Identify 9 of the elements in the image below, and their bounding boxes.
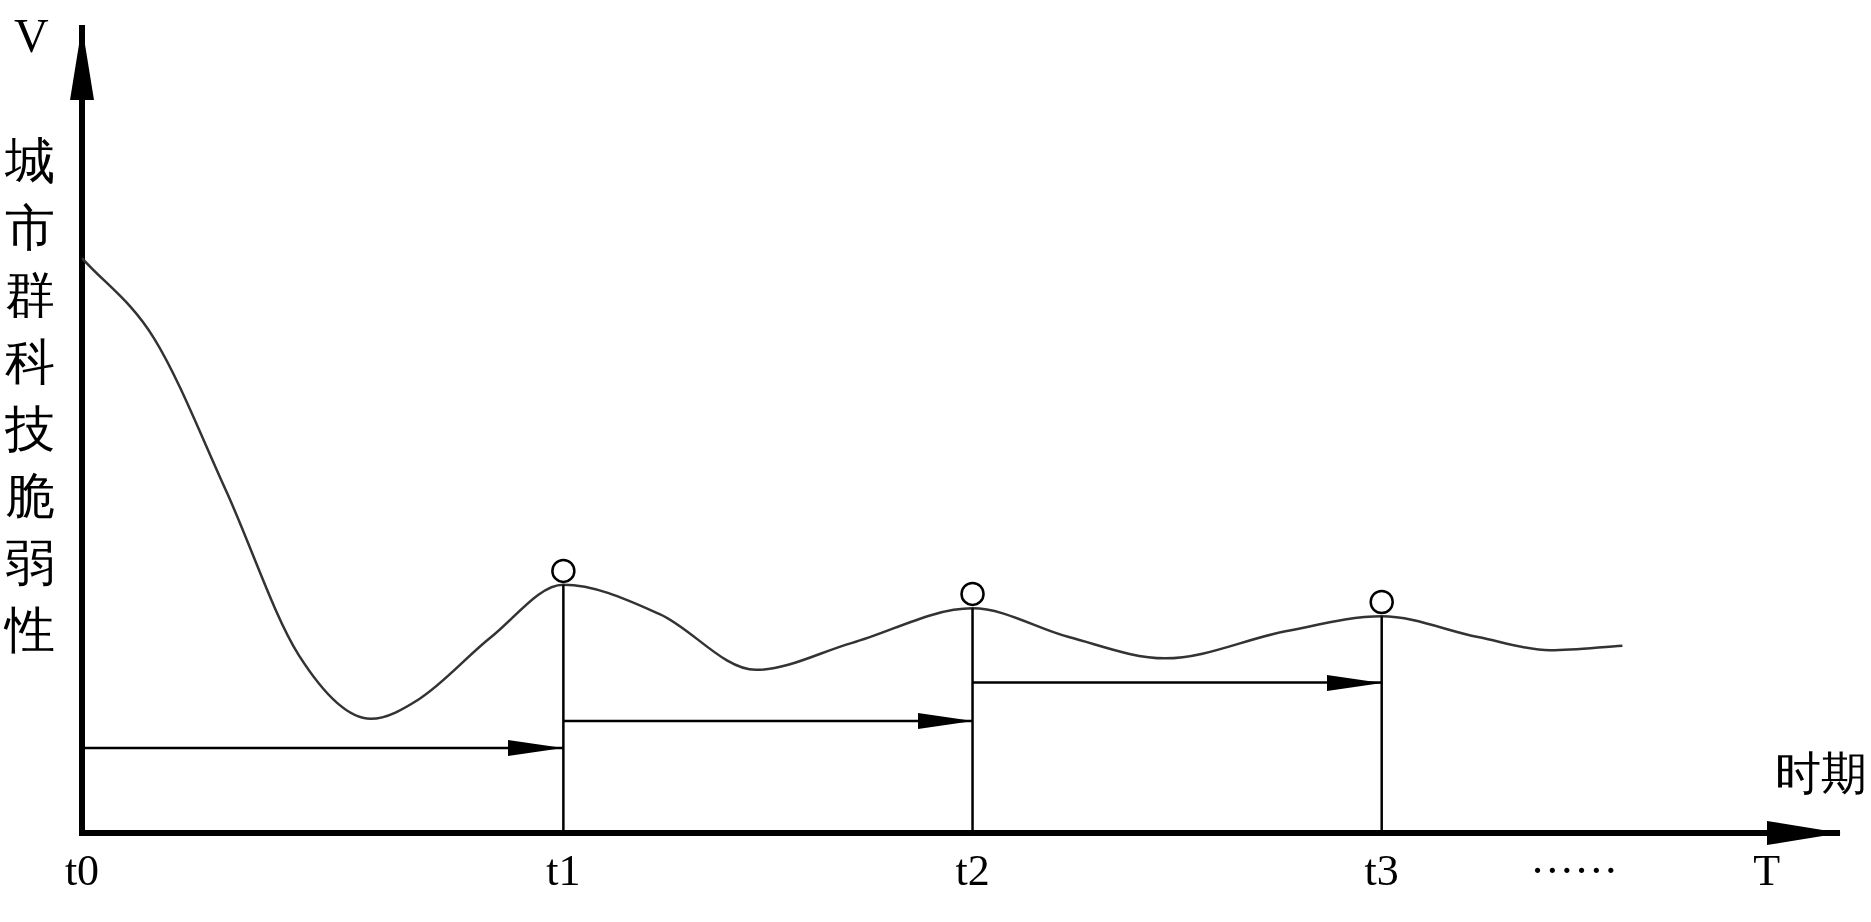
text: V: [14, 8, 49, 63]
y-axis-title: 城市群科技脆弱性: [3, 131, 56, 661]
x-tick-label: t3: [1364, 846, 1399, 896]
x-tick-label: T: [1753, 846, 1781, 896]
x-tick-label: ······: [1530, 846, 1619, 896]
x-axis-title: 时期: [1775, 745, 1867, 803]
x-tick-label: t1: [546, 846, 581, 896]
x-tick-label: t2: [955, 846, 990, 896]
x-tick-label: t0: [64, 846, 100, 896]
